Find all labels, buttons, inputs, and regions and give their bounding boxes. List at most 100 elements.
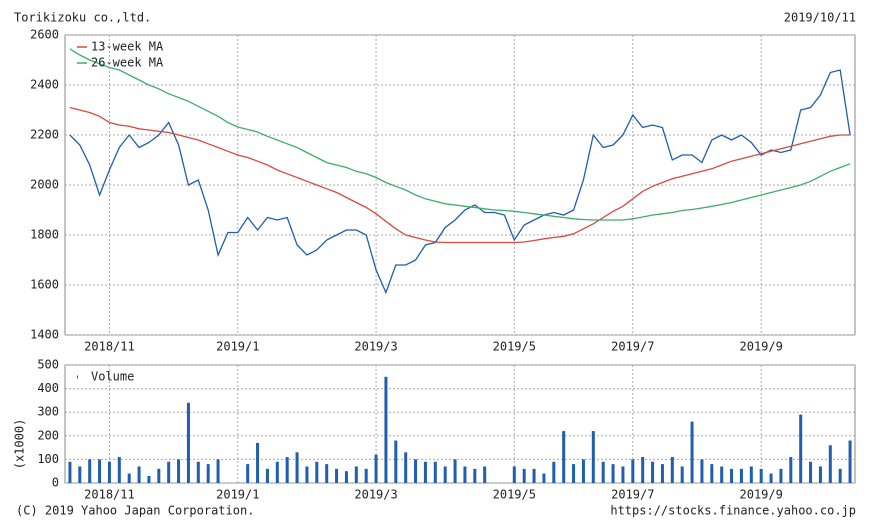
y-tick-label: 2000	[30, 178, 59, 192]
volume-bar	[423, 461, 427, 483]
volume-bar	[167, 461, 171, 483]
y-tick-label: 100	[37, 452, 59, 466]
volume-bar	[522, 468, 526, 483]
x-tick-label: 2019/1	[216, 340, 259, 354]
volume-bar	[552, 461, 556, 483]
volume-bar	[275, 461, 279, 483]
volume-bar	[779, 468, 783, 483]
volume-bar	[690, 421, 694, 483]
volume-bar	[562, 431, 566, 483]
volume-bar	[68, 461, 72, 483]
volume-bar	[759, 468, 763, 483]
volume-bar	[611, 464, 615, 483]
volume-bar	[433, 461, 437, 483]
volume-bar	[98, 459, 102, 483]
volume-bar	[354, 466, 358, 483]
volume-bar	[157, 468, 161, 483]
x-tick-label: 2019/3	[354, 488, 397, 502]
volume-bar	[720, 466, 724, 483]
volume-bar	[127, 473, 131, 483]
volume-bar	[78, 466, 82, 483]
volume-bar	[848, 440, 852, 483]
volume-bar	[364, 468, 368, 483]
plot-area	[64, 364, 856, 484]
x-tick-label: 2019/1	[216, 488, 259, 502]
source-url: https://stocks.finance.yahoo.co.jp	[610, 504, 856, 518]
volume-bar	[581, 459, 585, 483]
volume-bar	[374, 454, 378, 483]
price-line	[69, 106, 851, 244]
y-tick-label: 2400	[30, 78, 59, 92]
copyright: (C) 2019 Yahoo Japan Corporation.	[16, 504, 254, 518]
volume-bar	[246, 464, 250, 483]
volume-bar	[601, 461, 605, 483]
company-name: Torikizoku co.,ltd.	[14, 11, 151, 25]
volume-bar	[216, 459, 220, 483]
volume-bar	[117, 457, 121, 483]
y-tick-label: 200	[37, 428, 59, 442]
volume-bar	[621, 466, 625, 483]
volume-bar	[799, 414, 803, 483]
x-tick-label: 2019/5	[493, 488, 536, 502]
volume-bar	[641, 457, 645, 483]
volume-bar	[394, 440, 398, 483]
x-tick-label: 2019/5	[493, 340, 536, 354]
volume-bar	[818, 466, 822, 483]
volume-bar	[315, 461, 319, 483]
volume-bar	[196, 461, 200, 483]
volume-bar	[186, 402, 190, 483]
x-tick-label: 2019/7	[611, 340, 654, 354]
volume-bar	[107, 461, 111, 483]
x-tick-label: 2018/11	[84, 488, 135, 502]
legend-label: 26-week MA	[91, 56, 164, 70]
volume-bar	[651, 461, 655, 483]
x-tick-label: 2019/7	[611, 488, 654, 502]
volume-bar	[631, 459, 635, 483]
volume-bar	[265, 468, 269, 483]
volume-bar	[730, 468, 734, 483]
y-tick-label: 2200	[30, 128, 59, 142]
volume-bar	[670, 457, 674, 483]
volume-bar	[710, 464, 714, 483]
volume-bar	[680, 466, 684, 483]
volume-bar	[443, 466, 447, 483]
volume-bar	[285, 457, 289, 483]
y-tick-label: 400	[37, 381, 59, 395]
volume-bar	[828, 445, 832, 483]
y-tick-label: 2600	[30, 28, 59, 42]
volume-bar	[256, 442, 260, 483]
volume-bar	[305, 466, 309, 483]
y-tick-label: 500	[37, 358, 59, 372]
volume-bar	[295, 452, 299, 483]
volume-bar	[473, 468, 477, 483]
volume-bar	[809, 461, 813, 483]
price-line	[69, 69, 851, 295]
volume-bar	[660, 464, 664, 483]
volume-bar	[147, 475, 151, 483]
x-tick-label: 2019/3	[354, 340, 397, 354]
volume-bar	[463, 466, 467, 483]
volume-bar	[532, 468, 536, 483]
volume-bar	[572, 464, 576, 483]
volume-bar	[344, 471, 348, 483]
volume-bar	[453, 459, 457, 483]
y-axis-label: (x1000)	[13, 419, 27, 470]
x-tick-label: 2019/9	[740, 488, 783, 502]
volume-bar	[542, 473, 546, 483]
y-tick-label: 300	[37, 405, 59, 419]
volume-bar	[838, 468, 842, 483]
volume-bar	[177, 459, 181, 483]
volume-bar	[749, 466, 753, 483]
legend-label: 13-week MA	[91, 40, 164, 54]
y-tick-label: 1600	[30, 278, 59, 292]
volume-bar	[739, 468, 743, 483]
volume-bar	[591, 431, 595, 483]
volume-bar	[512, 466, 516, 483]
volume-bar	[414, 459, 418, 483]
volume-bar	[700, 459, 704, 483]
volume-bar	[789, 457, 793, 483]
volume-bar	[384, 376, 388, 483]
volume-bar	[483, 466, 487, 483]
x-tick-label: 2019/9	[740, 340, 783, 354]
